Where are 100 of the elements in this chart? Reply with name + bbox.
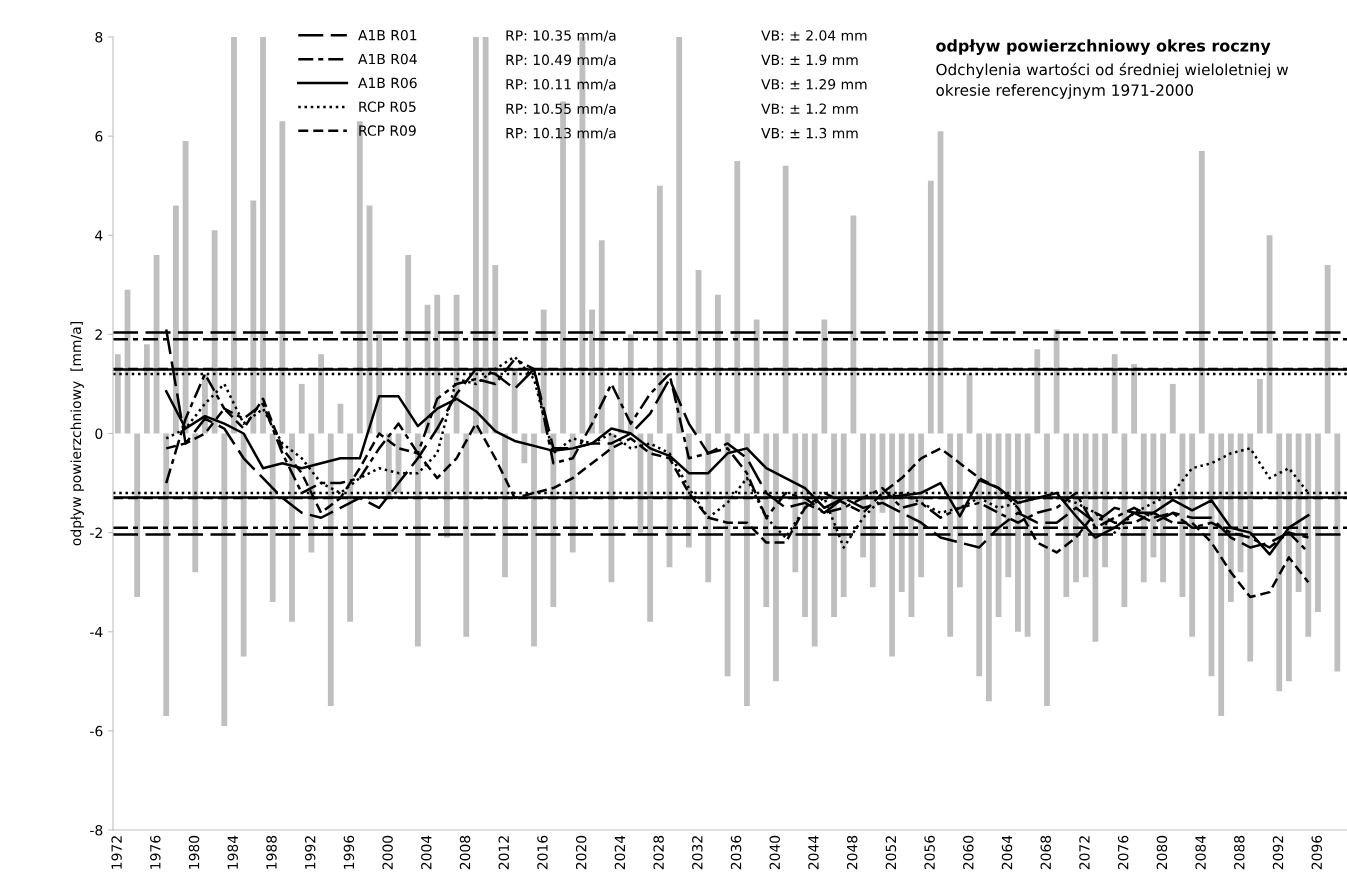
- x-tick-label: 1980: [188, 835, 200, 869]
- bar: [240, 433, 247, 657]
- x-tick-label: 1976: [150, 835, 161, 869]
- y-tick-label: 6: [95, 131, 103, 142]
- bar: [1305, 433, 1312, 637]
- x-tick-label: 2064: [1001, 835, 1013, 870]
- x-tick-label: 2024: [614, 835, 626, 870]
- bar: [656, 185, 663, 434]
- text: Odchylenia wartości od średniej wieloletniej w okresie referencyjnym 1971-2000: [936, 62, 1289, 99]
- x-tick-label: 1988: [266, 835, 277, 869]
- x-tick-label: 2048: [846, 835, 858, 870]
- bar: [1198, 150, 1205, 434]
- x-tick-label: 1992: [304, 836, 316, 869]
- x-tick-label: 2080: [1156, 835, 1168, 870]
- bar: [1247, 433, 1254, 662]
- x-tick-label: 2072: [1079, 836, 1090, 870]
- bar: [221, 433, 228, 726]
- legend-label: RCP R09: [359, 125, 416, 136]
- x-tick-label: 2000: [382, 835, 393, 870]
- bar: [405, 255, 412, 434]
- bar: [1324, 264, 1331, 434]
- x-tick-label: 2076: [1117, 835, 1129, 870]
- bar: [753, 319, 760, 434]
- bar: [231, 37, 237, 434]
- bar: [134, 433, 141, 598]
- x-tick-label: 2016: [537, 835, 548, 870]
- annotation: RP: 10.55 mm/a: [506, 103, 616, 116]
- y-tick-label: -8: [90, 824, 103, 836]
- bar: [1218, 433, 1225, 717]
- bar: [985, 433, 992, 702]
- x-tick-label: 2028: [653, 835, 664, 870]
- bar: [250, 200, 257, 434]
- annotation: RP: 10.11 mm/a: [506, 79, 616, 91]
- legend-label: A1B R06: [358, 77, 417, 89]
- x-tick-label: 2036: [730, 835, 742, 870]
- bar: [482, 37, 489, 434]
- x-tick-label: 2008: [459, 835, 471, 870]
- legend-label: A1B R04: [358, 53, 417, 65]
- bar: [511, 369, 518, 434]
- bar: [840, 433, 847, 598]
- bar: [598, 240, 605, 434]
- x-tick-label: 2040: [769, 835, 780, 870]
- bar: [1315, 433, 1321, 612]
- x-tick-label: 2052: [885, 836, 897, 870]
- bar: [279, 121, 286, 434]
- x-tick-label: 2068: [1040, 835, 1051, 870]
- bar: [734, 160, 741, 434]
- bar: [531, 433, 537, 647]
- x-tick-label: 2084: [1195, 835, 1206, 870]
- bar: [1053, 329, 1060, 434]
- bar: [298, 383, 305, 434]
- x-tick-label: 2020: [575, 835, 587, 870]
- annotation: RP: 10.49 mm/a: [506, 54, 616, 67]
- x-tick-label: 2032: [692, 836, 703, 870]
- bar: [473, 37, 479, 434]
- bar: [192, 433, 199, 573]
- bar: [715, 294, 721, 434]
- bar: [1189, 433, 1196, 637]
- annotation: VB: ± 1.9 mm: [761, 54, 858, 66]
- x-tick-label: 2056: [924, 835, 935, 870]
- bar: [1092, 433, 1099, 642]
- bar: [414, 433, 421, 647]
- annotation: RP: 10.13 mm/a: [506, 127, 616, 140]
- chart-title: odpływ powierzchniowy okres roczny: [936, 39, 1271, 55]
- bar: [1169, 383, 1176, 434]
- bar: [1024, 433, 1031, 637]
- x-tick-label: 1996: [343, 835, 355, 869]
- y-tick-label: -6: [90, 725, 103, 737]
- y-tick-label: -2: [90, 527, 102, 538]
- bar: [850, 215, 857, 434]
- bar: [1131, 364, 1137, 434]
- y-tick-label: -4: [90, 626, 103, 638]
- y-axis-title: odpływ powierzchniowy [mm/a]: [70, 322, 84, 546]
- bar: [521, 433, 528, 464]
- y-tick-label: 2: [95, 329, 102, 340]
- bar: [463, 433, 470, 637]
- bar: [947, 433, 954, 637]
- bar: [1111, 354, 1118, 434]
- bar: [744, 433, 750, 707]
- bar: [260, 37, 266, 434]
- annotation: RP: 10.35 mm/a: [506, 30, 616, 42]
- bar: [1034, 349, 1041, 434]
- annotation: VB: ± 1.29 mm: [761, 79, 867, 90]
- x-tick-label: 1972: [111, 836, 122, 869]
- legend-label: RCP R05: [359, 101, 416, 112]
- y-tick-label: 0: [95, 428, 103, 439]
- annotation: VB: ± 1.2 mm: [761, 103, 858, 114]
- x-tick-label: 1984: [227, 835, 239, 869]
- bar: [589, 309, 595, 434]
- legend-label: A1B R01: [358, 29, 417, 41]
- bar: [269, 433, 276, 603]
- x-tick-label: 2012: [498, 836, 510, 870]
- bar: [327, 433, 334, 707]
- bar: [782, 165, 789, 434]
- bar: [1276, 433, 1283, 692]
- bar: [492, 264, 499, 434]
- x-tick-label: 2096: [1311, 835, 1322, 870]
- y-tick-label: 8: [95, 31, 103, 43]
- x-tick-label: 2088: [1234, 835, 1245, 870]
- x-tick-label: 2060: [963, 835, 974, 870]
